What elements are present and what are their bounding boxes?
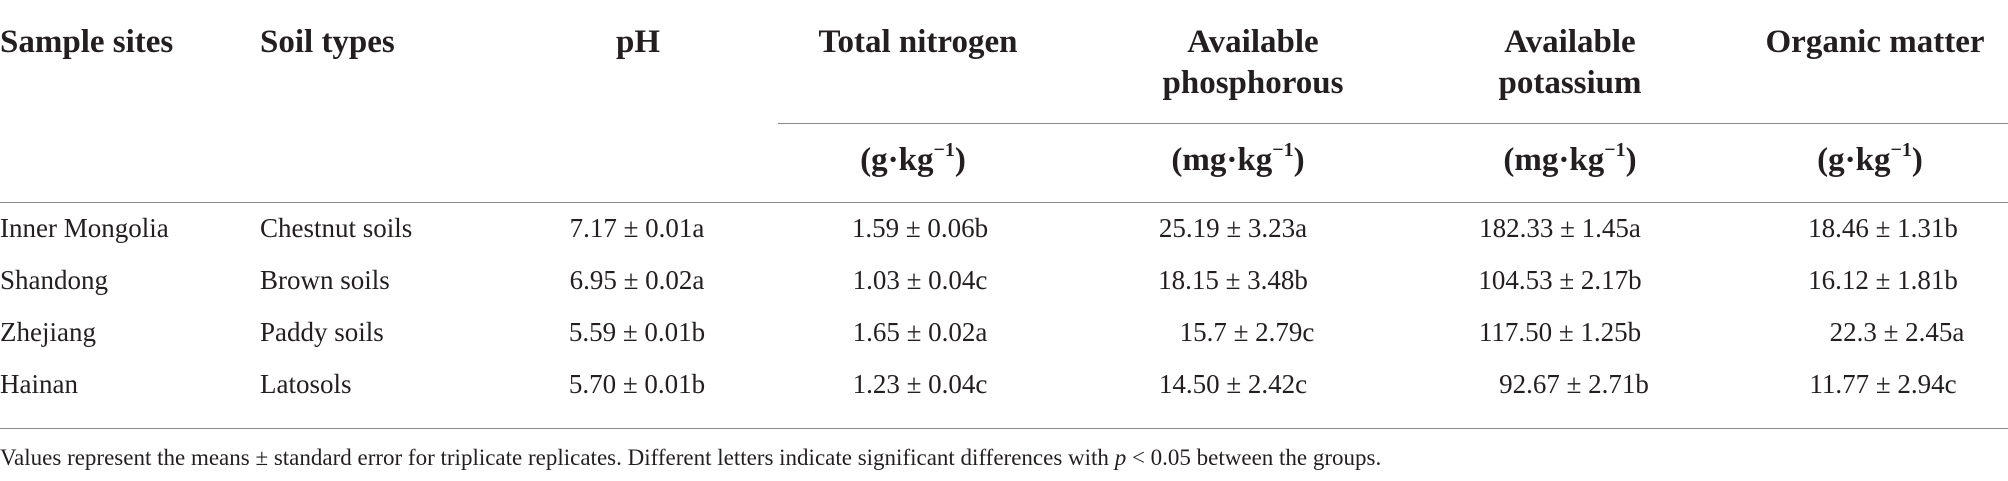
header-available-potassium-line1: Available [1504, 24, 1636, 60]
cell-om: 11.77 ± 2.94c [1809, 369, 1957, 399]
cell-ph: 6.95 ± 0.02a [569, 265, 705, 295]
header-available-phosphorous-line1: Available [1187, 24, 1319, 60]
cell-ak: 92.67 ± 2.71b [1499, 369, 1649, 399]
unit-organic-matter: (g·kg−1) [1817, 139, 1923, 178]
cell-om: 22.3 ± 2.45a [1829, 317, 1965, 347]
cell-ap: 18.15 ± 3.48b [1158, 265, 1308, 295]
header-available-phosphorous-line2: phosphorous [1162, 65, 1344, 101]
cell-tn: 1.65 ± 0.02a [852, 317, 988, 347]
cell-site: Inner Mongolia [0, 213, 169, 243]
header-available-potassium-line2: potassium [1498, 65, 1642, 101]
cell-soil: Brown soils [260, 265, 390, 295]
cell-ph: 7.17 ± 0.01a [569, 213, 705, 243]
header-sample-sites: Sample sites [0, 24, 174, 60]
cell-ph: 5.59 ± 0.01b [568, 317, 706, 347]
unit-available-potassium: (mg·kg−1) [1503, 139, 1637, 178]
cell-ap: 25.19 ± 3.23a [1158, 213, 1308, 243]
header-available-potassium: Available potassium [1498, 22, 1641, 104]
footnote-p-symbol: p [1114, 445, 1127, 470]
unit-available-phosphorous: (mg·kg−1) [1171, 139, 1305, 178]
header-total-nitrogen: Total nitrogen [818, 24, 1018, 60]
table-row: Hainan Latosols 5.70 ± 0.01b 1.23 ± 0.04… [0, 367, 2008, 419]
cell-soil: Latosols [260, 369, 352, 399]
table-row: Inner Mongolia Chestnut soils 7.17 ± 0.0… [0, 211, 2008, 263]
header-ph: pH [615, 24, 661, 60]
table-footnote: Values represent the means ± standard er… [0, 445, 1382, 470]
cell-site: Zhejiang [0, 317, 96, 347]
cell-ak: 117.50 ± 1.25b [1478, 317, 1642, 347]
header-organic-matter: Organic matter [1765, 24, 1985, 60]
header-soil-types: Soil types [260, 24, 395, 60]
header-available-phosphorous: Available phosphorous [1162, 22, 1343, 104]
cell-om: 16.12 ± 1.81b [1808, 265, 1958, 295]
table-bottom-rule [0, 428, 2008, 429]
table-row: Zhejiang Paddy soils 5.59 ± 0.01b 1.65 ±… [0, 315, 2008, 367]
table-row: Shandong Brown soils 6.95 ± 0.02a 1.03 ±… [0, 263, 2008, 315]
cell-ph: 5.70 ± 0.01b [568, 369, 706, 399]
cell-ak: 104.53 ± 2.17b [1478, 265, 1642, 295]
cell-soil: Chestnut soils [260, 213, 413, 243]
header-sub-rule [778, 123, 2008, 124]
cell-site: Hainan [0, 369, 78, 399]
cell-ap: 15.7 ± 2.79c [1179, 317, 1315, 347]
cell-om: 18.46 ± 1.31b [1808, 213, 1958, 243]
header-bottom-rule [0, 202, 2008, 203]
cell-ap: 14.50 ± 2.42c [1158, 369, 1308, 399]
cell-tn: 1.23 ± 0.04c [852, 369, 988, 399]
cell-soil: Paddy soils [260, 317, 384, 347]
cell-tn: 1.03 ± 0.04c [852, 265, 988, 295]
cell-tn: 1.59 ± 0.06b [851, 213, 989, 243]
cell-ak: 182.33 ± 1.45a [1479, 213, 1641, 243]
cell-site: Shandong [0, 265, 108, 295]
unit-total-nitrogen: (g·kg−1) [860, 139, 966, 178]
